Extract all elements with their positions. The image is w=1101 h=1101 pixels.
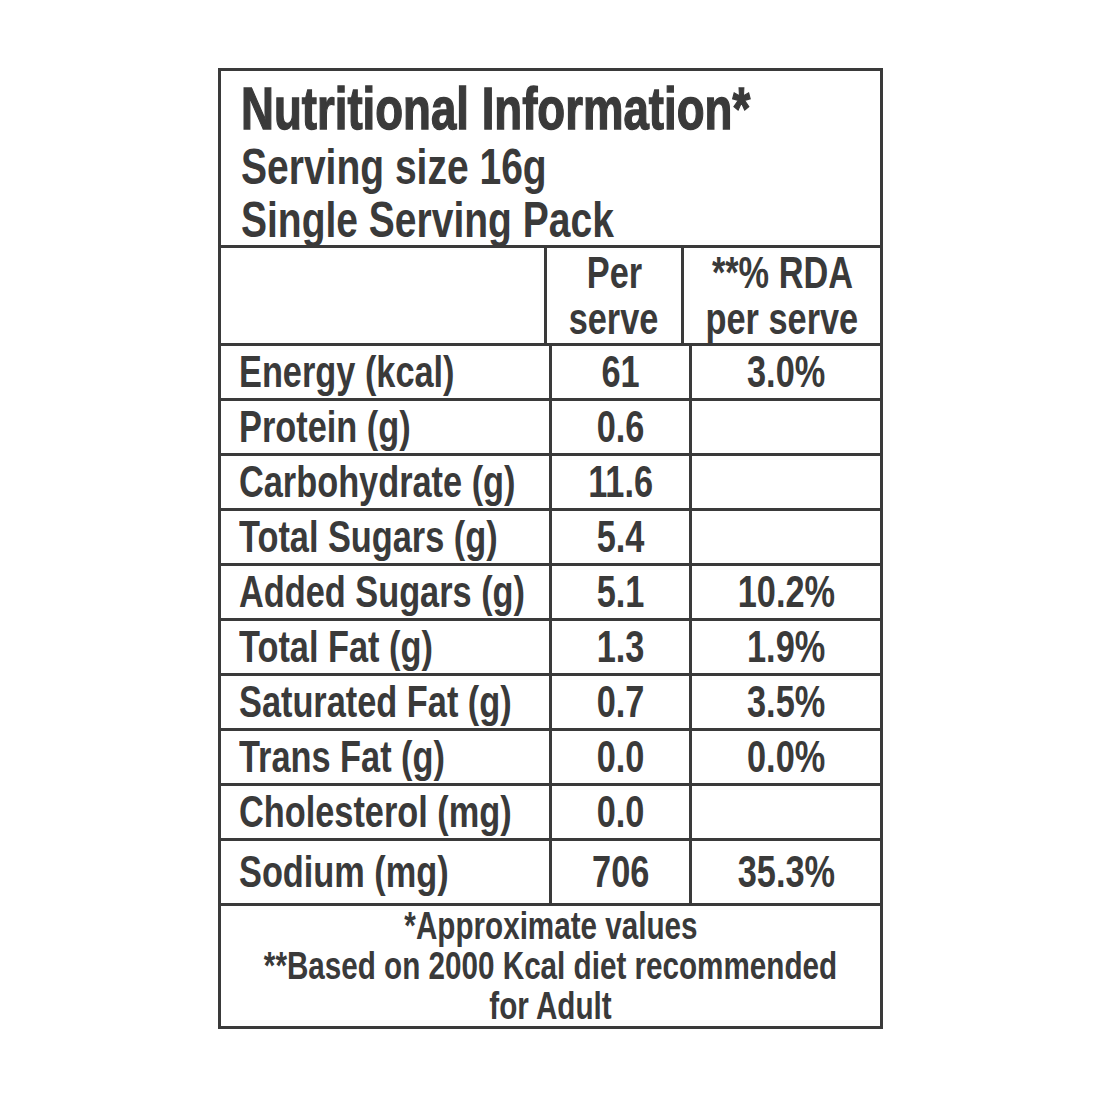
row-value-rda: 3.0% xyxy=(689,346,880,398)
row-label: Saturated Fat (g) xyxy=(221,676,549,728)
row-label: Total Fat (g) xyxy=(221,621,549,673)
row-value-per-serve: 0.0 xyxy=(549,731,689,783)
pack-type-text: Single Serving Pack xyxy=(241,194,614,245)
table-row-protein: Protein (g) 0.6 xyxy=(221,398,880,453)
nutrition-table: Nutritional Information* Serving size 16… xyxy=(218,68,883,1029)
footnote-rda-basis-cont: for Adult xyxy=(489,986,611,1026)
row-value-rda: 35.3% xyxy=(689,841,880,903)
table-row-energy: Energy (kcal) 61 3.0% xyxy=(221,343,880,398)
row-value-per-serve: 5.1 xyxy=(549,566,689,618)
table-row-total-fat: Total Fat (g) 1.3 1.9% xyxy=(221,618,880,673)
title-block: Nutritional Information* Serving size 16… xyxy=(221,71,880,245)
serving-size-text: Serving size 16g xyxy=(241,141,547,194)
footnote-rda-basis: **Based on 2000 Kcal diet recommended xyxy=(264,946,837,986)
column-header-row: Per serve **% RDA per serve xyxy=(221,245,880,343)
row-label: Protein (g) xyxy=(221,401,549,453)
table-row-trans-fat: Trans Fat (g) 0.0 0.0% xyxy=(221,728,880,783)
row-label: Total Sugars (g) xyxy=(221,511,549,563)
row-value-per-serve: 11.6 xyxy=(549,456,689,508)
rda-line2: per serve xyxy=(706,296,859,342)
row-value-per-serve: 5.4 xyxy=(549,511,689,563)
row-value-rda xyxy=(689,786,880,838)
row-label: Added Sugars (g) xyxy=(221,566,549,618)
table-row-sodium: Sodium (mg) 706 35.3% xyxy=(221,838,880,903)
footnotes-block: *Approximate values **Based on 2000 Kcal… xyxy=(221,903,880,1026)
row-value-rda: 1.9% xyxy=(689,621,880,673)
row-value-per-serve: 1.3 xyxy=(549,621,689,673)
serving-size: Serving size 16g xyxy=(241,141,880,194)
row-label: Energy (kcal) xyxy=(221,346,549,398)
row-label: Trans Fat (g) xyxy=(221,731,549,783)
label-canvas: Nutritional Information* Serving size 16… xyxy=(0,0,1101,1101)
row-value-rda xyxy=(689,401,880,453)
column-header-blank xyxy=(221,248,544,343)
pack-type: Single Serving Pack xyxy=(241,194,880,245)
page-title: Nutritional Information* xyxy=(241,77,880,141)
column-header-rda: **% RDA per serve xyxy=(681,248,880,343)
row-label: Sodium (mg) xyxy=(221,841,549,903)
row-label: Carbohydrate (g) xyxy=(221,456,549,508)
rda-line1: **% RDA xyxy=(712,250,853,296)
per-serve-line2: serve xyxy=(569,296,659,342)
table-row-carbohydrate: Carbohydrate (g) 11.6 xyxy=(221,453,880,508)
row-value-rda: 3.5% xyxy=(689,676,880,728)
footnote-approximate: *Approximate values xyxy=(404,906,697,946)
per-serve-line1: Per xyxy=(586,250,641,296)
table-row-added-sugars: Added Sugars (g) 5.1 10.2% xyxy=(221,563,880,618)
page-title-text: Nutritional Information* xyxy=(241,77,750,141)
table-row-total-sugars: Total Sugars (g) 5.4 xyxy=(221,508,880,563)
row-value-rda xyxy=(689,511,880,563)
table-row-cholesterol: Cholesterol (mg) 0.0 xyxy=(221,783,880,838)
row-value-per-serve: 61 xyxy=(549,346,689,398)
row-value-rda: 10.2% xyxy=(689,566,880,618)
table-row-saturated-fat: Saturated Fat (g) 0.7 3.5% xyxy=(221,673,880,728)
row-value-per-serve: 706 xyxy=(549,841,689,903)
row-value-per-serve: 0.6 xyxy=(549,401,689,453)
row-value-rda xyxy=(689,456,880,508)
row-value-rda: 0.0% xyxy=(689,731,880,783)
row-label: Cholesterol (mg) xyxy=(221,786,549,838)
column-header-per-serve: Per serve xyxy=(544,248,682,343)
row-value-per-serve: 0.0 xyxy=(549,786,689,838)
row-value-per-serve: 0.7 xyxy=(549,676,689,728)
